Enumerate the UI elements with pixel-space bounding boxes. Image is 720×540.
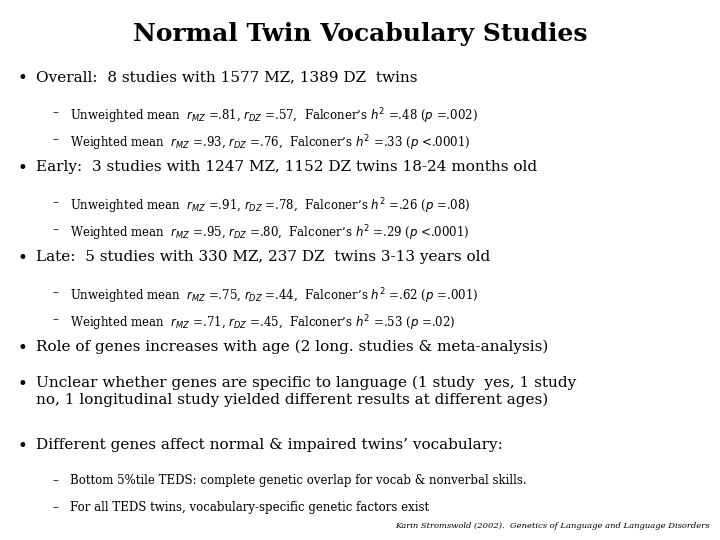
Text: •: • — [18, 160, 28, 177]
Text: –: – — [52, 106, 58, 119]
Text: For all TEDS twins, vocabulary-specific genetic factors exist: For all TEDS twins, vocabulary-specific … — [70, 501, 429, 514]
Text: Different genes affect normal & impaired twins’ vocabulary:: Different genes affect normal & impaired… — [36, 438, 503, 452]
Text: –: – — [52, 313, 58, 326]
Text: Unweighted mean  $r_{MZ}$ =.91, $r_{DZ}$ =.78,  Falconer’s $h^2$ =.26 ($p$ =.08): Unweighted mean $r_{MZ}$ =.91, $r_{DZ}$ … — [70, 196, 471, 215]
Text: •: • — [18, 340, 28, 357]
Text: Weighted mean  $r_{MZ}$ =.93, $r_{DZ}$ =.76,  Falconer’s $h^2$ =.33 ($p$ <.0001): Weighted mean $r_{MZ}$ =.93, $r_{DZ}$ =.… — [70, 133, 470, 153]
Text: Overall:  8 studies with 1577 MZ, 1389 DZ  twins: Overall: 8 studies with 1577 MZ, 1389 DZ… — [36, 70, 418, 84]
Text: •: • — [18, 376, 28, 393]
Text: Unclear whether genes are specific to language (1 study  yes, 1 study
no, 1 long: Unclear whether genes are specific to la… — [36, 376, 576, 407]
Text: –: – — [52, 286, 58, 299]
Text: •: • — [18, 250, 28, 267]
Text: –: – — [52, 196, 58, 209]
Text: Late:  5 studies with 330 MZ, 237 DZ  twins 3-13 years old: Late: 5 studies with 330 MZ, 237 DZ twin… — [36, 250, 490, 264]
Text: Karin Stromswold (2002).  Genetics of Language and Language Disorders: Karin Stromswold (2002). Genetics of Lan… — [395, 522, 710, 530]
Text: Weighted mean  $r_{MZ}$ =.95, $r_{DZ}$ =.80,  Falconer’s $h^2$ =.29 ($p$ <.0001): Weighted mean $r_{MZ}$ =.95, $r_{DZ}$ =.… — [70, 223, 469, 242]
Text: •: • — [18, 438, 28, 455]
Text: Unweighted mean  $r_{MZ}$ =.75, $r_{DZ}$ =.44,  Falconer’s $h^2$ =.62 ($p$ =.001: Unweighted mean $r_{MZ}$ =.75, $r_{DZ}$ … — [70, 286, 478, 306]
Text: –: – — [52, 133, 58, 146]
Text: Early:  3 studies with 1247 MZ, 1152 DZ twins 18-24 months old: Early: 3 studies with 1247 MZ, 1152 DZ t… — [36, 160, 537, 174]
Text: •: • — [18, 70, 28, 87]
Text: –: – — [52, 501, 58, 514]
Text: –: – — [52, 474, 58, 487]
Text: –: – — [52, 223, 58, 236]
Text: Unweighted mean  $r_{MZ}$ =.81, $r_{DZ}$ =.57,  Falconer’s $h^2$ =.48 ($p$ =.002: Unweighted mean $r_{MZ}$ =.81, $r_{DZ}$ … — [70, 106, 478, 126]
Text: Weighted mean  $r_{MZ}$ =.71, $r_{DZ}$ =.45,  Falconer’s $h^2$ =.53 ($p$ =.02): Weighted mean $r_{MZ}$ =.71, $r_{DZ}$ =.… — [70, 313, 456, 333]
Text: Role of genes increases with age (2 long. studies & meta-analysis): Role of genes increases with age (2 long… — [36, 340, 549, 354]
Text: Normal Twin Vocabulary Studies: Normal Twin Vocabulary Studies — [132, 22, 588, 46]
Text: Bottom 5%tile TEDS: complete genetic overlap for vocab & nonverbal skills.: Bottom 5%tile TEDS: complete genetic ove… — [70, 474, 526, 487]
